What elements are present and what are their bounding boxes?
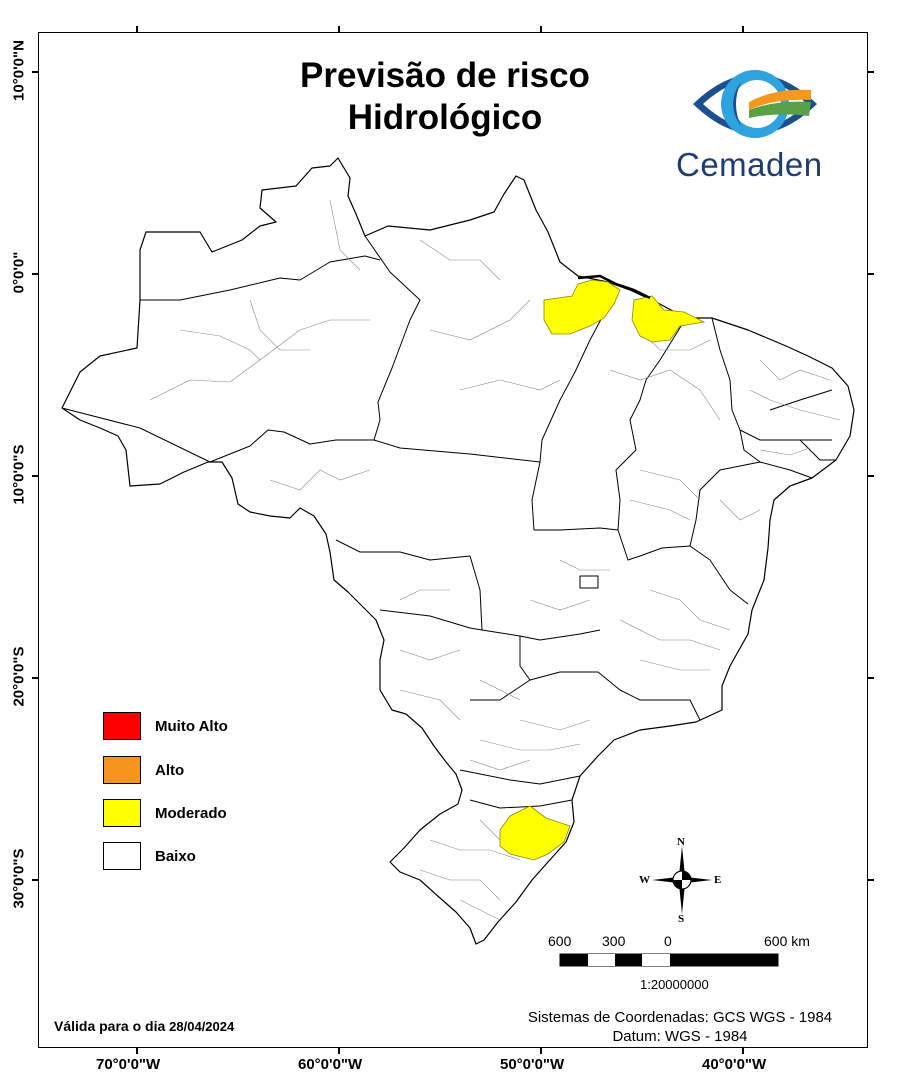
lon-tick xyxy=(742,1048,744,1054)
scale-label: 0 xyxy=(664,933,672,949)
map-title-line1: Previsão de risco xyxy=(300,56,590,95)
legend-label: Muito Alto xyxy=(155,717,228,735)
lon-tick xyxy=(338,26,340,32)
moderate-region-para-east xyxy=(631,295,706,343)
moderate-region-amapa-para xyxy=(543,279,621,335)
compass-rose-icon xyxy=(652,846,712,914)
lat-tick xyxy=(868,71,874,73)
compass-s: S xyxy=(678,913,685,925)
lat-tick xyxy=(32,677,38,679)
lat-tick xyxy=(868,273,874,275)
lon-label-40w: 40°0'0"W xyxy=(702,1056,767,1073)
coordinate-system-line1: Sistemas de Coordenadas: GCS WGS - 1984 xyxy=(527,1009,833,1026)
valid-date-value: 28/04/2024 xyxy=(169,1019,235,1034)
valid-date-prefix: Válida para o dia xyxy=(54,1018,166,1034)
lon-tick xyxy=(540,26,542,32)
lon-label-60w: 60°0'0"W xyxy=(298,1056,363,1073)
lon-tick xyxy=(742,26,744,32)
amapa-coast xyxy=(577,274,651,300)
moderate-risk-regions xyxy=(499,279,706,861)
scale-ratio: 1:20000000 xyxy=(640,977,709,992)
lat-tick xyxy=(868,879,874,881)
legend-swatch-yellow xyxy=(103,799,141,827)
cemaden-eye-logo-icon xyxy=(693,70,817,138)
coordinate-system: Sistemas de Coordenadas: GCS WGS - 1984 … xyxy=(470,1008,890,1046)
compass-e: E xyxy=(714,874,722,886)
lat-tick xyxy=(868,677,874,679)
lat-tick xyxy=(32,273,38,275)
lon-label-50w: 50°0'0"W xyxy=(500,1056,565,1073)
map-title-line2: Hidrológico xyxy=(347,98,543,137)
state-borders xyxy=(61,235,836,809)
scale-label: 600 xyxy=(548,933,572,949)
meso-region-borders xyxy=(149,199,841,921)
legend-swatch-red xyxy=(103,712,141,740)
legend-label: Moderado xyxy=(155,804,227,822)
map-title: Previsão de risco Hidrológico xyxy=(195,55,695,139)
lon-tick xyxy=(338,1048,340,1054)
map-frame xyxy=(38,32,868,1048)
lon-tick xyxy=(540,1048,542,1054)
lon-label-70w: 70°0'0"W xyxy=(96,1056,161,1073)
legend-item-baixo: Baixo xyxy=(103,840,196,872)
legend-swatch-orange xyxy=(103,756,141,784)
legend-item-muito-alto: Muito Alto xyxy=(103,710,228,742)
legend-item-alto: Alto xyxy=(103,754,184,786)
valid-date: Válida para o dia 28/04/2024 xyxy=(54,1018,234,1034)
lat-tick xyxy=(868,475,874,477)
legend-swatch-white xyxy=(103,842,141,870)
legend-label: Alto xyxy=(155,761,185,779)
lat-tick xyxy=(32,71,38,73)
scale-label: 600 km xyxy=(764,933,810,949)
lon-tick xyxy=(136,26,138,32)
lat-tick xyxy=(32,475,38,477)
moderate-region-rio-grande-do-sul xyxy=(499,805,571,861)
coordinate-system-line2: Datum: WGS - 1984 xyxy=(612,1028,748,1045)
brazil-outline xyxy=(61,157,855,945)
legend-item-moderado: Moderado xyxy=(103,797,227,829)
scale-label: 300 xyxy=(602,933,626,949)
compass-n: N xyxy=(677,836,685,848)
cemaden-logo-text: Cemaden xyxy=(676,146,823,183)
legend-label: Baixo xyxy=(155,847,196,865)
compass-w: W xyxy=(639,874,650,886)
scale-bar xyxy=(559,953,779,967)
lon-tick xyxy=(136,1048,138,1054)
lat-tick xyxy=(32,879,38,881)
